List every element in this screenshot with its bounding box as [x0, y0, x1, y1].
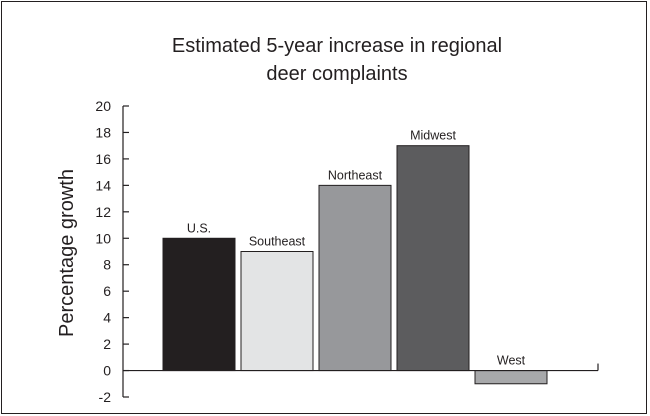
bar-southeast	[240, 251, 314, 372]
bars-group	[162, 145, 548, 385]
y-tick-label: 6	[103, 283, 111, 299]
y-tick-label: 16	[95, 151, 111, 167]
chart-title: Estimated 5-year increase in regional de…	[172, 35, 502, 85]
y-tick-label: 8	[103, 257, 111, 273]
chart-title-line-1: Estimated 5-year increase in regional	[172, 35, 502, 57]
y-axis-title: Percentage growth	[56, 169, 78, 337]
bar-label: Midwest	[410, 129, 456, 143]
bar-midwest	[396, 145, 470, 372]
y-tick-label: 0	[103, 363, 111, 379]
bar-northeast	[318, 184, 392, 372]
y-tick-label: 2	[103, 336, 111, 352]
bar-label: Northeast	[328, 168, 383, 182]
bar-label: U.S.	[187, 221, 211, 235]
y-tick-label: 12	[95, 204, 111, 220]
y-tick-label: 18	[95, 124, 111, 140]
bar-west	[474, 370, 548, 385]
y-tick-label: 14	[95, 177, 111, 193]
x-axis	[123, 363, 599, 372]
bar-label: West	[497, 354, 526, 368]
bar-us	[162, 237, 236, 372]
chart-title-line-2: deer complaints	[266, 63, 407, 85]
y-tick-label: 20	[95, 98, 111, 114]
bar-label: Southeast	[249, 235, 306, 249]
y-tick-label: -2	[99, 389, 112, 405]
y-tick-label: 10	[95, 230, 111, 246]
bar-labels-group: U.S. Southeast Northeast Midwest West	[187, 129, 526, 368]
y-tick-label: 4	[103, 310, 111, 326]
